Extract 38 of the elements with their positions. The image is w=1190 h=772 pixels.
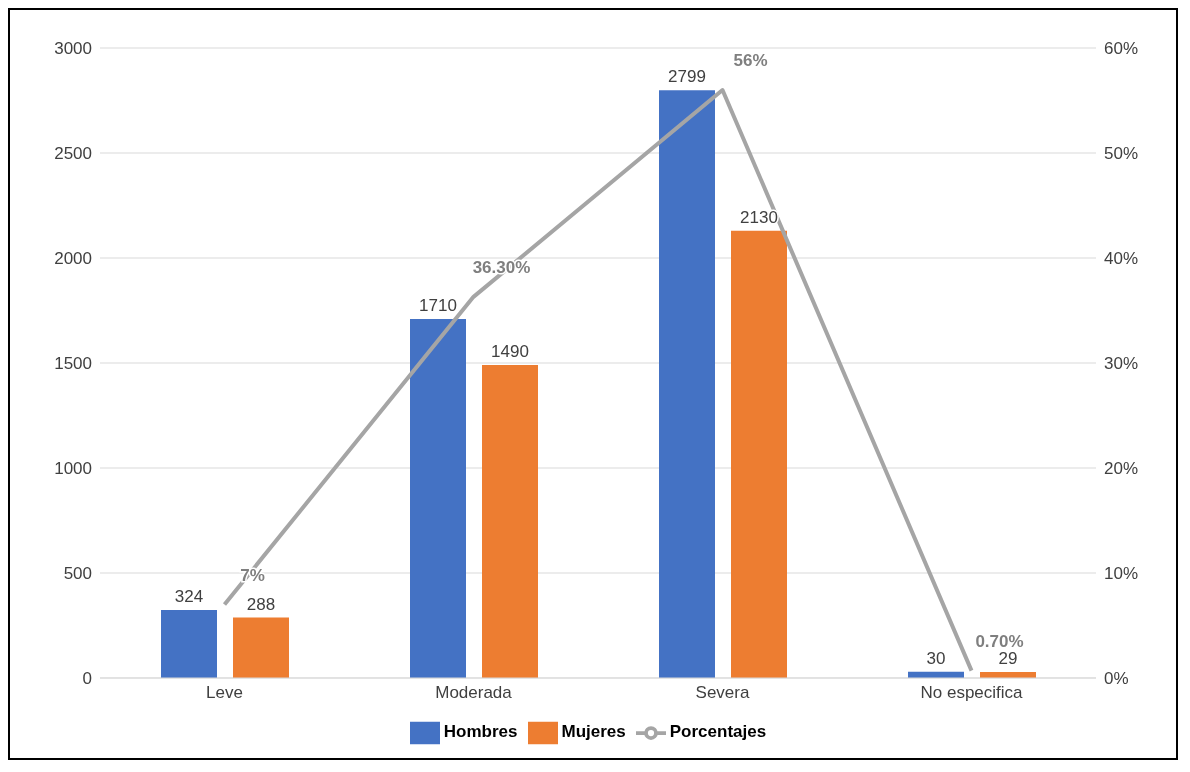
x-tick-label: Moderada — [435, 683, 513, 703]
y2-tick-label: 40% — [1104, 249, 1139, 269]
y-tick-label: 2500 — [54, 144, 92, 164]
bar — [233, 617, 289, 678]
x-tick-label: Severa — [695, 683, 750, 703]
y-tick-label: 1000 — [54, 459, 92, 479]
data-label: 1490 — [491, 342, 529, 362]
bar — [482, 365, 538, 678]
y-tick-label: 500 — [63, 564, 92, 584]
y2-tick-label: 0% — [1104, 669, 1129, 689]
y-tick-label: 0 — [82, 669, 92, 689]
line-series — [222, 88, 974, 673]
legend-label: Hombres — [443, 722, 518, 742]
legend-label: Porcentajes — [669, 722, 767, 742]
data-label: 0.70% — [975, 631, 1024, 651]
x-tick-label: Leve — [206, 683, 243, 703]
y2-tick-label: 50% — [1104, 144, 1139, 164]
bar — [731, 230, 787, 678]
data-label: 1710 — [419, 295, 457, 315]
bar — [161, 609, 217, 678]
y-tick-label: 1500 — [54, 354, 92, 374]
x-tick-label: No especifica — [920, 683, 1024, 703]
bar — [659, 90, 715, 678]
data-label: 324 — [174, 586, 204, 606]
data-label: 29 — [998, 648, 1018, 668]
legend-label: Mujeres — [561, 722, 626, 742]
y-tick-label: 2000 — [54, 249, 92, 269]
data-label: 2799 — [668, 67, 706, 87]
y2-tick-label: 60% — [1104, 39, 1139, 59]
y-tick-label: 3000 — [54, 39, 92, 59]
data-label: 2130 — [740, 207, 778, 227]
bar — [410, 318, 466, 678]
data-label: 30 — [926, 648, 946, 668]
data-label: 56% — [733, 51, 768, 70]
y2-tick-label: 10% — [1104, 564, 1139, 584]
y2-tick-label: 20% — [1104, 459, 1139, 479]
data-label: 288 — [246, 594, 276, 614]
y2-tick-label: 30% — [1104, 354, 1139, 374]
